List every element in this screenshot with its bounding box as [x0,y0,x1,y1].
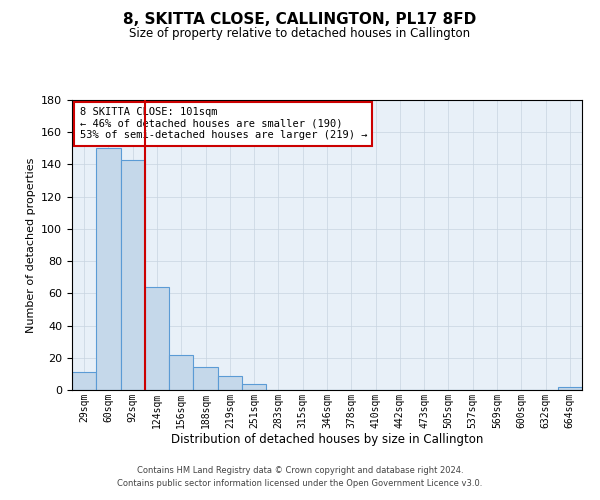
Bar [193,368,218,390]
Bar [96,148,121,390]
Text: Contains HM Land Registry data © Crown copyright and database right 2024.
Contai: Contains HM Land Registry data © Crown c… [118,466,482,487]
Bar [72,372,96,390]
Bar [242,384,266,390]
Text: 8, SKITTA CLOSE, CALLINGTON, PL17 8FD: 8, SKITTA CLOSE, CALLINGTON, PL17 8FD [124,12,476,28]
Y-axis label: Number of detached properties: Number of detached properties [26,158,35,332]
Text: 8 SKITTA CLOSE: 101sqm
← 46% of detached houses are smaller (190)
53% of semi-de: 8 SKITTA CLOSE: 101sqm ← 46% of detached… [80,108,367,140]
Bar [218,376,242,390]
Bar [558,387,582,390]
Text: Size of property relative to detached houses in Callington: Size of property relative to detached ho… [130,28,470,40]
Bar [169,354,193,390]
Bar [121,160,145,390]
Bar [145,287,169,390]
Text: Distribution of detached houses by size in Callington: Distribution of detached houses by size … [171,432,483,446]
